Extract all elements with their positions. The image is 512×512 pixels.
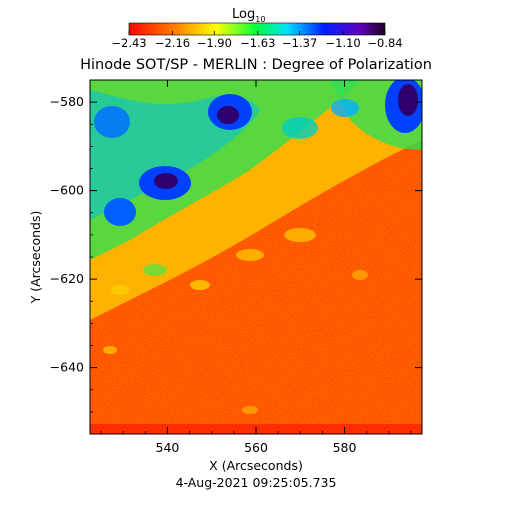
colorbar-ticks: −2.43 −2.16 −1.90 −1.63 −1.37 −1.10 −0.84 — [111, 31, 403, 50]
patch-blue-5 — [94, 106, 130, 138]
y-axis-ticks: −580 −600 −620 −640 — [50, 79, 422, 435]
x-axis-label: X (Arcseconds) — [209, 458, 303, 473]
x-tick-label: 580 — [333, 440, 357, 455]
colorbar-tick-label: −2.16 — [155, 36, 190, 50]
patch-violet-2 — [154, 173, 178, 189]
polarization-map — [90, 80, 422, 434]
colorbar-tick-label: −2.43 — [111, 36, 146, 50]
y-tick-label: −580 — [50, 94, 84, 109]
colorbar — [128, 22, 386, 36]
patch-cyan-7 — [331, 99, 359, 117]
colorbar-tick-label: −0.84 — [367, 36, 402, 50]
patch-blue-3 — [104, 198, 136, 226]
colorbar-tick-label: −1.10 — [326, 36, 361, 50]
y-tick-label: −600 — [50, 183, 84, 198]
chart-title: Hinode SOT/SP - MERLIN : Degree of Polar… — [80, 57, 432, 73]
patch-violet-4 — [398, 84, 418, 116]
colorbar-tick-label: −1.63 — [240, 36, 275, 50]
colorbar-label: Log10 — [232, 7, 265, 24]
colorbar-tick-label: −1.90 — [197, 36, 232, 50]
x-axis-ticks: 540 560 580 — [100, 80, 412, 455]
patch-violet-1 — [217, 106, 239, 124]
y-tick-label: −640 — [50, 360, 84, 375]
patch-cyan-6 — [282, 117, 318, 139]
x-tick-label: 560 — [244, 440, 268, 455]
y-tick-label: −620 — [50, 271, 84, 286]
x-tick-label: 540 — [156, 440, 180, 455]
colorbar-tick-label: −1.37 — [282, 36, 317, 50]
y-axis-label: Y (Arcseconds) — [28, 211, 43, 305]
timestamp: 4-Aug-2021 09:25:05.735 — [176, 475, 337, 490]
